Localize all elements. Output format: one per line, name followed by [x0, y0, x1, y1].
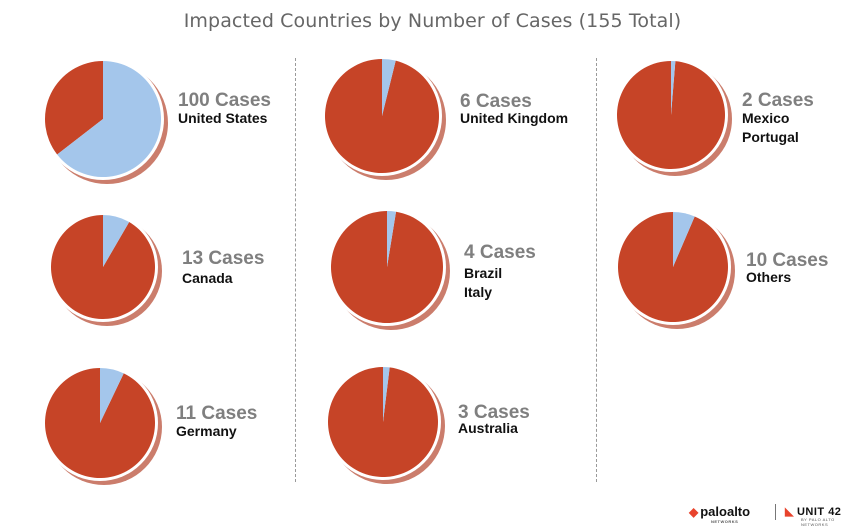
column-divider-left: [295, 58, 296, 482]
country-list: United States: [178, 109, 267, 128]
pie-germany: [42, 365, 162, 485]
pie-slice-share: [100, 368, 124, 423]
country-list: Mexico Portugal: [742, 109, 799, 147]
cases-label: 3 Cases: [458, 402, 530, 423]
country-name: United States: [178, 110, 268, 126]
unit42-wordmark: UNIT 42: [796, 506, 842, 518]
pie-slice-share: [103, 215, 130, 267]
pie-canada: [48, 212, 162, 326]
country-list: Germany: [176, 422, 237, 441]
chart-title: Impacted Countries by Number of Cases (1…: [183, 10, 682, 32]
cases-label: 4 Cases: [464, 242, 536, 263]
country-name: Others: [746, 269, 792, 285]
pie-slice-share: [57, 61, 161, 178]
pie-slice-rest: [45, 61, 103, 155]
unit42-sub: BY PALO ALTO NETWORKS: [801, 517, 835, 527]
pie-australia: [325, 364, 445, 484]
pie-slice-share: [673, 212, 695, 267]
country-list: Australia: [458, 419, 518, 438]
pie-slice-share: [671, 61, 676, 115]
pie-slice-share: [387, 211, 397, 267]
country-list: Canada: [182, 269, 233, 288]
paloalto-logo: ◆ paloalto NETWORKS: [689, 504, 751, 524]
country-list: Others: [746, 268, 791, 287]
unit42-mark-icon: ◣: [785, 506, 794, 518]
pie-slice-share: [382, 59, 396, 116]
country-name: Italy: [464, 284, 493, 300]
footer-logos: ◆ paloalto NETWORKS ◣ UNIT 42 BY PALO ALTO…: [689, 502, 859, 527]
paloalto-sub: NETWORKS: [711, 519, 739, 524]
pie-slice-rest: [44, 368, 156, 478]
country-list: Brazil Italy: [464, 264, 502, 302]
cases-label: 10 Cases: [746, 250, 829, 271]
pie-united-kingdom: [322, 56, 446, 180]
logo-separator: [775, 504, 776, 520]
column-divider-right: [596, 58, 597, 482]
country-list: United Kingdom: [460, 109, 568, 128]
country-name: Brazil: [464, 265, 503, 281]
cases-label: 11 Cases: [176, 403, 258, 424]
pie-brazil-italy: [328, 208, 450, 330]
country-name: Mexico: [742, 110, 790, 126]
country-name: Germany: [176, 423, 237, 439]
pie-mexico-portugal: [614, 58, 732, 176]
country-name: Portugal: [742, 129, 799, 145]
paloalto-mark-icon: ◆: [689, 505, 699, 519]
pie-united-states: [42, 58, 168, 184]
cases-label: 6 Cases: [460, 91, 532, 112]
country-name: Canada: [182, 270, 233, 286]
paloalto-wordmark: paloalto: [700, 504, 751, 519]
cases-label: 13 Cases: [182, 248, 265, 269]
pie-others: [615, 209, 735, 329]
unit42-logo: ◣ UNIT 42 BY PALO ALTO NETWORKS: [785, 505, 842, 527]
cases-label: 2 Cases: [742, 90, 814, 111]
cases-label: 100 Cases: [178, 90, 271, 111]
country-name: United Kingdom: [460, 110, 569, 126]
pie-slice-share: [383, 367, 390, 422]
country-name: Australia: [458, 420, 518, 436]
